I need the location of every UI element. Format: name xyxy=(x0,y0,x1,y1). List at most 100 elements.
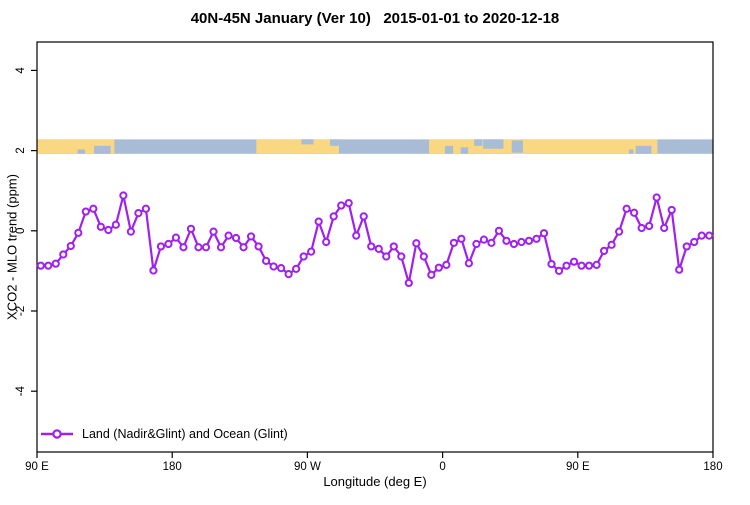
data-point-marker xyxy=(554,266,564,275)
data-point-marker xyxy=(149,266,158,275)
data-point-marker xyxy=(524,236,534,245)
x-tick-label: 90 E xyxy=(566,461,590,473)
data-point-marker xyxy=(231,233,241,243)
map-band-water-notch xyxy=(511,140,523,153)
map-band-water-notch xyxy=(77,149,86,154)
legend-label: Land (Nadir&Glint) and Ocean (Glint) xyxy=(82,427,288,441)
data-point-marker xyxy=(66,241,75,251)
data-point-marker xyxy=(509,239,519,249)
data-point-marker xyxy=(464,259,473,268)
data-point-marker xyxy=(51,259,60,268)
data-point-marker xyxy=(374,244,383,253)
data-point-marker xyxy=(419,252,428,261)
data-point-marker xyxy=(201,243,211,252)
data-point-marker xyxy=(164,239,173,249)
map-band-water-notch xyxy=(329,139,339,146)
y-tick-label: 2 xyxy=(15,147,27,153)
data-point-marker xyxy=(216,243,226,252)
y-tick-label: -2 xyxy=(15,306,27,316)
data-point-marker xyxy=(119,191,128,200)
x-tick-label: 90 E xyxy=(25,461,49,473)
y-axis-title: XCO2 - MLO trend (ppm) xyxy=(4,174,20,320)
y-tick-label: 4 xyxy=(15,67,27,74)
data-point-marker xyxy=(239,243,248,252)
data-point-marker xyxy=(630,208,639,217)
data-point-marker xyxy=(389,242,398,251)
map-band-water-notch xyxy=(483,139,504,149)
data-point-marker xyxy=(660,223,669,233)
data-point-marker xyxy=(89,204,98,213)
data-point-marker xyxy=(675,265,684,274)
data-point-marker xyxy=(397,252,406,261)
data-point-marker xyxy=(292,264,301,273)
data-point-marker xyxy=(314,217,323,226)
data-point-marker xyxy=(539,229,549,238)
x-tick-label: 180 xyxy=(163,461,182,473)
data-point-marker xyxy=(352,231,361,240)
data-point-marker xyxy=(156,242,166,251)
data-point-marker xyxy=(261,256,271,265)
x-tick-label: 0 xyxy=(439,461,445,473)
data-point-marker xyxy=(442,260,451,269)
data-point-marker xyxy=(284,270,293,279)
data-point-marker xyxy=(607,240,616,249)
data-point-marker xyxy=(412,239,421,248)
data-point-marker xyxy=(209,227,218,236)
x-tick-label: 180 xyxy=(703,461,722,473)
data-point-marker xyxy=(532,234,541,243)
legend-circle xyxy=(52,429,62,439)
map-band-land xyxy=(256,139,339,154)
data-point-marker xyxy=(457,234,466,243)
data-point-marker xyxy=(427,270,436,280)
data-point-marker xyxy=(517,237,526,247)
data-point-marker xyxy=(134,209,143,218)
data-point-marker xyxy=(599,246,609,255)
legend: Land (Nadir&Glint) and Ocean (Glint) xyxy=(40,426,288,442)
data-point-marker xyxy=(367,242,376,251)
data-point-marker xyxy=(449,238,458,247)
data-point-marker xyxy=(81,207,90,216)
data-point-marker xyxy=(299,252,308,261)
map-band-water-notch xyxy=(94,145,111,154)
data-point-marker xyxy=(547,259,556,269)
map-band-water-notch xyxy=(444,145,454,154)
data-point-marker xyxy=(682,242,691,251)
data-point-marker xyxy=(194,243,203,252)
data-point-marker xyxy=(502,236,511,245)
data-point-marker xyxy=(434,263,443,272)
data-point-marker xyxy=(645,221,654,231)
map-band-water-notch xyxy=(301,139,314,145)
data-point-marker xyxy=(494,226,504,235)
map-band-water-notch xyxy=(628,149,634,154)
data-point-marker xyxy=(344,199,353,208)
data-point-marker xyxy=(322,237,331,247)
map-band-water-notch xyxy=(460,147,469,154)
data-point-marker xyxy=(141,204,151,213)
data-point-marker xyxy=(111,220,120,229)
data-point-marker xyxy=(592,260,601,269)
data-line xyxy=(40,194,710,285)
data-point-marker xyxy=(74,228,83,237)
data-point-marker xyxy=(96,222,105,231)
data-point-marker xyxy=(615,227,624,236)
data-point-marker xyxy=(307,247,316,256)
data-point-marker xyxy=(277,263,286,273)
legend-marker-icon xyxy=(41,429,73,439)
data-point-marker xyxy=(246,232,256,241)
y-tick-label: -4 xyxy=(15,385,27,396)
data-point-marker xyxy=(577,261,586,270)
y-tick-label: 0 xyxy=(15,228,27,234)
x-tick-label: 90 W xyxy=(294,461,321,473)
data-point-marker xyxy=(382,252,391,261)
plot-frame xyxy=(36,41,714,453)
data-point-marker xyxy=(224,231,233,240)
page-title: 40N-45N January (Ver 10) 2015-01-01 to 2… xyxy=(190,10,560,27)
data-point-marker xyxy=(584,261,594,270)
data-point-marker xyxy=(705,231,714,240)
data-point-marker xyxy=(562,261,571,270)
data-point-marker xyxy=(179,243,188,252)
x-axis-title: Longitude (deg E) xyxy=(323,474,427,489)
data-point-marker xyxy=(44,261,53,270)
data-point-marker xyxy=(104,225,113,235)
